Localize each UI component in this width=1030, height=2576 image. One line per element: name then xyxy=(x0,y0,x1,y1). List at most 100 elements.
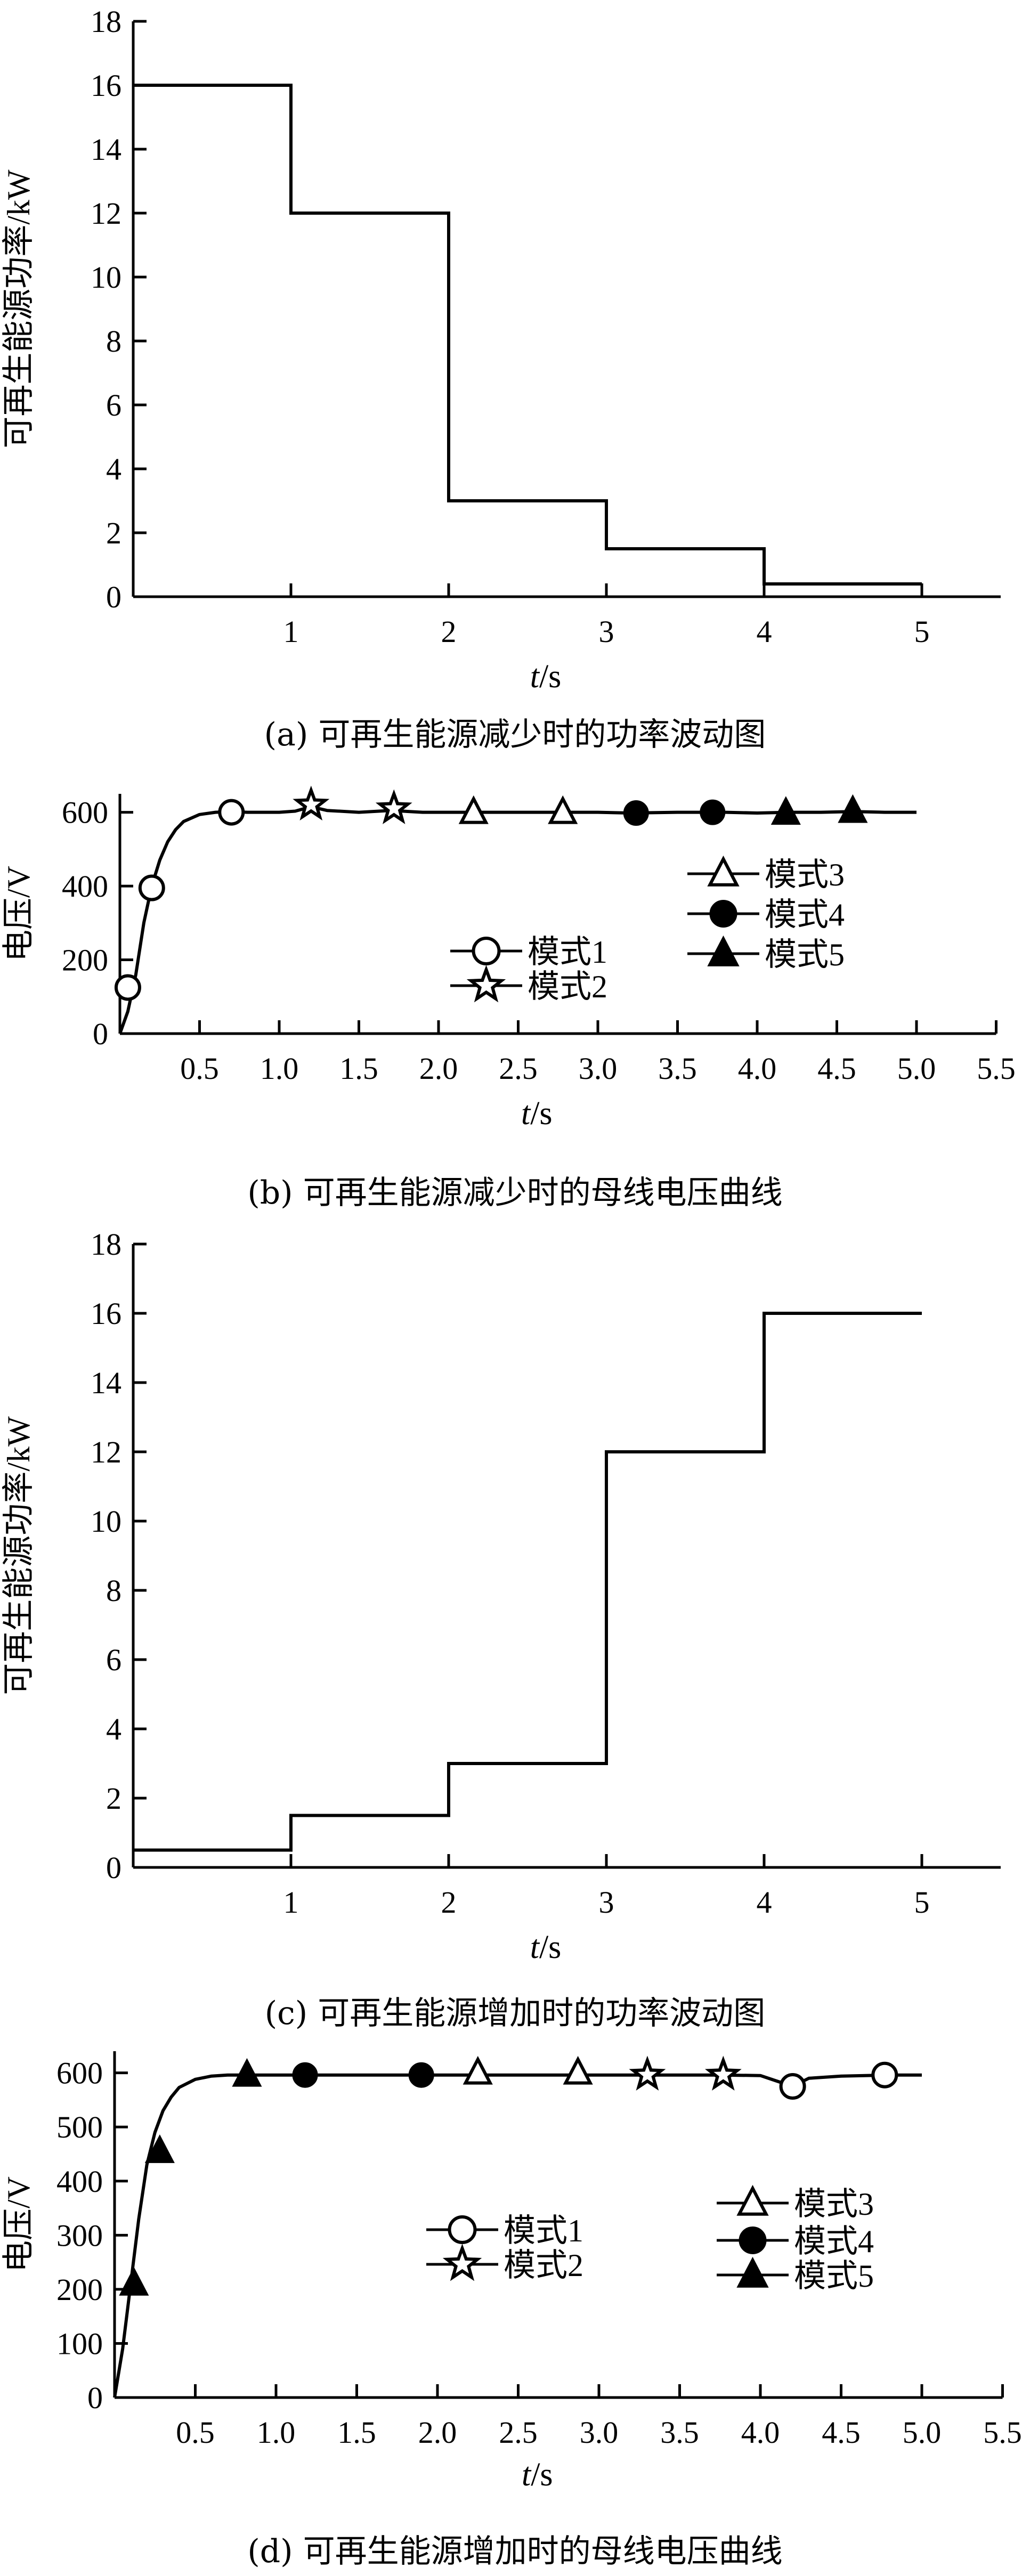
x-axis-label-var: t xyxy=(530,1929,540,1965)
y-tick-label: 10 xyxy=(91,260,121,295)
x-axis-label: t/s xyxy=(522,2457,553,2493)
voltage-line xyxy=(118,805,917,1035)
legend-label-2: 模式2 xyxy=(528,969,607,1004)
circle-open-marker xyxy=(779,2073,806,2100)
x-tick-label: 2.5 xyxy=(499,2415,538,2450)
y-axis-label: 电压/V xyxy=(1,866,36,962)
circle-open-marker xyxy=(114,974,141,1001)
power-step-line xyxy=(133,1312,922,1852)
y-tick-label: 8 xyxy=(106,1573,121,1608)
y-tick-label: 2 xyxy=(106,1781,121,1816)
y-axis-label: 电压/V xyxy=(1,2176,36,2272)
y-tick-label: 18 xyxy=(91,1227,121,1262)
x-tick-label: 3 xyxy=(599,1885,614,1920)
x-tick-label: 4.0 xyxy=(738,1051,777,1086)
legend-star-open-marker xyxy=(442,2244,482,2281)
caption-d: (d) 可再生能源增加时的母线电压曲线 xyxy=(247,2533,783,2570)
y-tick-label: 12 xyxy=(91,196,121,231)
caption-c: (c) 可再生能源增加时的功率波动图 xyxy=(264,1995,766,2032)
panel-b: 0.5 1.0 1.5 2.0 2.5 3.0 3.5 4.0 4.5 5.0 5.5 0 200 400… xyxy=(0,783,1030,1220)
x-tick-label: 2 xyxy=(441,1885,457,1920)
x-tick-label: 5.5 xyxy=(983,2415,1022,2450)
y-tick-label: 16 xyxy=(91,1296,121,1331)
caption-b: (b) 可再生能源减少时的母线电压曲线 xyxy=(247,1174,783,1212)
legend-label-3: 模式3 xyxy=(794,2187,874,2222)
x-axis-label: t/s xyxy=(530,1929,562,1965)
x-tick-label: 5 xyxy=(914,614,930,649)
x-tick-label: 1 xyxy=(283,1885,299,1920)
x-tick-label: 2.0 xyxy=(419,1051,458,1086)
y-tick-label: 16 xyxy=(91,68,121,103)
y-tick-label: 400 xyxy=(56,2164,103,2199)
x-tick-label: 1.5 xyxy=(339,1051,378,1086)
circle-filled-marker xyxy=(623,800,649,826)
legend-label-4: 模式4 xyxy=(794,2224,874,2259)
legend-circle-filled-marker xyxy=(709,900,737,928)
legend-label-1: 模式1 xyxy=(504,2213,583,2248)
caption-a: (a) 可再生能源减少时的功率波动图 xyxy=(264,716,766,753)
y-tick-label: 10 xyxy=(91,1504,121,1539)
y-tick-label: 100 xyxy=(56,2326,103,2361)
voltage-chart-increase: 0.5 1.0 1.5 2.0 2.5 3.0 3.5 4.0 4.5 5.0 5.5 0 100 200… xyxy=(1,2051,1022,2493)
voltage-chart-decrease: 0.5 1.0 1.5 2.0 2.5 3.0 3.5 4.0 4.5 5.0 5.5 0 200 400… xyxy=(1,785,1016,1132)
triangle-filled-marker xyxy=(144,2134,175,2163)
x-axis-label-var: t xyxy=(530,659,540,695)
legend-label-2: 模式2 xyxy=(504,2248,583,2283)
x-tick-label: 5 xyxy=(914,1885,930,1920)
y-tick-label: 8 xyxy=(106,324,121,359)
x-tick-label: 4 xyxy=(757,614,772,649)
x-tick-label: 3.0 xyxy=(580,2415,619,2450)
y-tick-label: 4 xyxy=(106,452,121,486)
x-tick-label: 1.0 xyxy=(257,2415,296,2450)
circle-filled-marker xyxy=(700,799,726,825)
x-axis-label-unit: /s xyxy=(531,2457,553,2493)
legend-circle-filled-marker xyxy=(739,2226,767,2254)
circle-open-marker xyxy=(218,799,245,826)
y-tick-label: 0 xyxy=(106,1850,121,1885)
x-tick-label: 4.0 xyxy=(741,2415,780,2450)
x-tick-label: 5.0 xyxy=(903,2415,942,2450)
x-tick-label: 4 xyxy=(757,1885,772,1920)
panel-c: 1 2 3 4 5 0 2 4 6 8 10 12 14 16 18 t/s 可再生能源功率/kW (c) 可再… xyxy=(0,1220,1030,2041)
x-tick-label: 3.5 xyxy=(660,2415,699,2450)
y-axis-label: 可再生能源功率/kW xyxy=(1,169,36,449)
triangle-filled-marker xyxy=(771,796,801,825)
y-tick-label: 600 xyxy=(56,2056,103,2091)
legend-label-5: 模式5 xyxy=(794,2258,874,2294)
legend-label-1: 模式1 xyxy=(528,934,607,970)
x-axis-label-unit: /s xyxy=(530,1095,552,1132)
y-tick-label: 4 xyxy=(106,1712,121,1746)
circle-open-marker xyxy=(138,874,165,901)
x-tick-label: 3 xyxy=(599,614,614,649)
triangle-open-marker xyxy=(458,795,489,824)
x-axis-label-var: t xyxy=(522,2457,532,2493)
y-tick-label: 18 xyxy=(91,4,121,39)
y-tick-label: 0 xyxy=(87,2380,103,2415)
x-axis-label-var: t xyxy=(521,1095,531,1132)
legend-triangle-filled-marker xyxy=(736,2256,769,2288)
y-tick-label: 12 xyxy=(91,1435,121,1469)
x-tick-label: 3.5 xyxy=(658,1051,697,1086)
y-tick-label: 400 xyxy=(62,869,108,904)
triangle-open-marker xyxy=(563,2055,593,2085)
x-tick-label: 1.5 xyxy=(337,2415,376,2450)
triangle-open-marker xyxy=(548,795,578,824)
legend-label-4: 模式4 xyxy=(765,897,845,932)
legend-triangle-open-marker xyxy=(736,2184,769,2216)
y-tick-label: 0 xyxy=(93,1017,108,1051)
triangle-open-marker xyxy=(463,2055,493,2085)
triangle-filled-marker xyxy=(232,2058,262,2087)
panel-d: 0.5 1.0 1.5 2.0 2.5 3.0 3.5 4.0 4.5 5.0 5.5 0 100 200… xyxy=(0,2041,1030,2576)
x-tick-label: 5.0 xyxy=(897,1051,936,1086)
legend-triangle-open-marker xyxy=(707,855,740,887)
panel-a: 1 2 3 4 5 0 2 4 6 8 10 12 14 16 18 t/s 可再生能源功率/kW (a) 可再… xyxy=(0,0,1030,783)
legend-star-open-marker xyxy=(466,965,506,1003)
star-open-marker xyxy=(293,785,330,821)
x-axis-label-unit: /s xyxy=(539,1929,561,1965)
y-tick-label: 6 xyxy=(106,1643,121,1677)
y-tick-label: 0 xyxy=(106,580,121,614)
y-tick-label: 14 xyxy=(91,1366,121,1400)
y-tick-label: 300 xyxy=(56,2218,103,2253)
star-open-marker xyxy=(704,2055,742,2091)
